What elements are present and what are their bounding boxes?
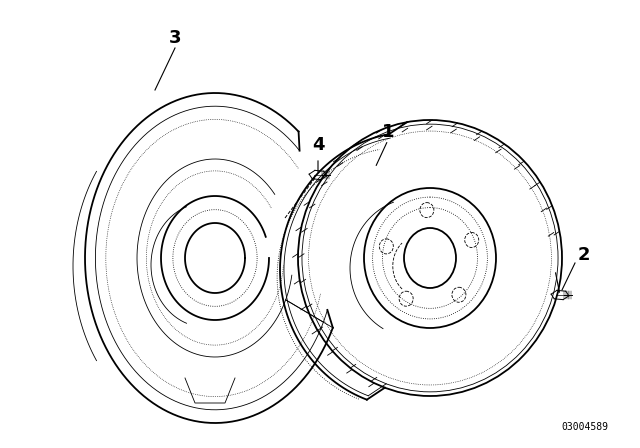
Text: 3: 3 [169, 29, 181, 47]
Text: 4: 4 [312, 136, 324, 154]
Text: 03004589: 03004589 [561, 422, 608, 432]
Text: 1: 1 [381, 123, 394, 141]
Text: 2: 2 [578, 246, 590, 264]
